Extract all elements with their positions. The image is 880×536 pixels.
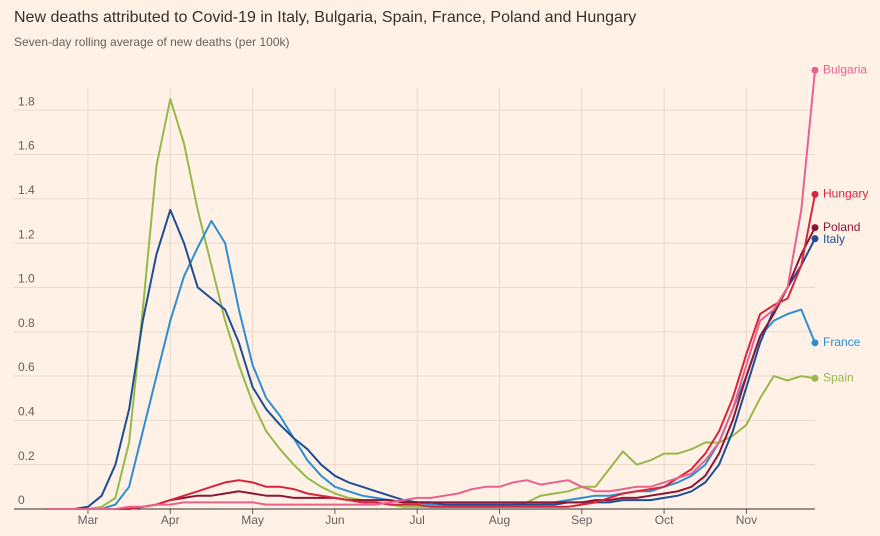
chart-subtitle: Seven-day rolling average of new deaths … xyxy=(14,35,290,49)
legend-label: Poland xyxy=(823,220,860,234)
y-tick-label: 1.8 xyxy=(18,94,35,108)
end-dot xyxy=(811,66,819,74)
end-dot xyxy=(811,190,819,198)
x-tick-label: Nov xyxy=(736,513,757,527)
y-tick-label: 0.8 xyxy=(18,316,35,330)
y-tick-label: 0 xyxy=(18,493,25,507)
legend-label: Bulgaria xyxy=(823,62,867,76)
legend-label: Italy xyxy=(823,232,845,246)
y-tick-label: 1.0 xyxy=(18,272,35,286)
chart-title: New deaths attributed to Covid-19 in Ita… xyxy=(14,9,636,26)
x-tick-label: Apr xyxy=(161,513,180,527)
end-dot xyxy=(811,374,819,382)
x-tick-label: Aug xyxy=(489,513,510,527)
series-line xyxy=(46,208,816,510)
x-tick-label: Jun xyxy=(325,513,344,527)
y-tick-label: 0.4 xyxy=(18,405,35,419)
y-tick-label: 1.6 xyxy=(18,139,35,153)
series-line xyxy=(46,194,816,510)
x-tick-label: Sep xyxy=(571,513,593,527)
y-tick-label: 0.2 xyxy=(18,449,35,463)
legend-label: Hungary xyxy=(823,187,868,201)
x-tick-label: Mar xyxy=(78,513,99,527)
end-dot xyxy=(811,339,819,347)
y-tick-label: 1.4 xyxy=(18,183,35,197)
series-line xyxy=(46,70,816,510)
legend-label: France xyxy=(823,335,861,349)
series-line xyxy=(46,219,816,510)
x-tick-label: Oct xyxy=(655,513,674,527)
end-dot xyxy=(811,235,819,243)
end-dot xyxy=(811,224,819,232)
series-line xyxy=(46,98,816,510)
x-tick-label: May xyxy=(241,513,264,527)
y-tick-label: 0.6 xyxy=(18,360,35,374)
legend-label: Spain xyxy=(823,370,854,384)
x-tick-label: Jul xyxy=(410,513,425,527)
y-tick-label: 1.2 xyxy=(18,227,35,241)
